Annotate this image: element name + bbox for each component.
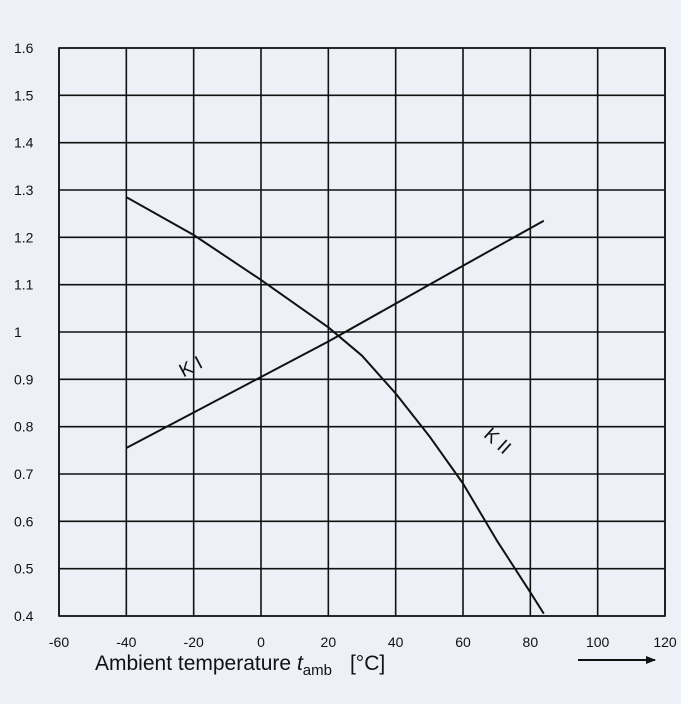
y-tick-label-7: 1.1 <box>14 277 34 293</box>
x-tick-label-8: 100 <box>586 634 610 650</box>
x-tick-label-1: -40 <box>116 634 136 650</box>
y-tick-labels: 0.4 0.5 0.6 0.7 0.8 0.9 1 1.1 1.2 1.3 1.4 1.5 1.6 <box>14 40 34 624</box>
y-tick-label-4: 0.8 <box>14 419 34 435</box>
y-tick-label-1: 0.5 <box>14 561 34 577</box>
y-tick-label-12: 1.6 <box>14 40 34 56</box>
y-tick-label-3: 0.7 <box>14 466 34 482</box>
x-tick-label-3: 0 <box>257 634 265 650</box>
x-tick-labels: -60 -40 -20 0 20 40 60 80 100 120 <box>49 634 677 650</box>
series-label-k1: K I <box>176 353 206 382</box>
series-label-k2: K II <box>479 424 514 459</box>
x-tick-label-7: 80 <box>523 634 539 650</box>
x-tick-label-6: 60 <box>455 634 471 650</box>
series-line-k1 <box>125 219 545 449</box>
y-tick-label-0: 0.4 <box>14 608 34 624</box>
x-axis-label-main: Ambient temperature <box>95 652 297 675</box>
series-lines <box>125 196 545 615</box>
x-tick-label-5: 40 <box>388 634 404 650</box>
x-tick-label-2: -20 <box>184 634 204 650</box>
x-tick-label-4: 20 <box>321 634 337 650</box>
y-tick-label-5: 0.9 <box>14 371 34 387</box>
x-axis-label: Ambient temperature tamb [°C] <box>95 652 385 679</box>
y-tick-label-8: 1.2 <box>14 229 34 245</box>
x-axis-label-var: t <box>297 652 304 675</box>
y-tick-label-11: 1.5 <box>14 87 34 103</box>
series-line-k2 <box>125 196 545 615</box>
y-tick-label-9: 1.3 <box>14 182 34 198</box>
x-tick-label-9: 120 <box>653 634 677 650</box>
y-tick-label-6: 1 <box>14 324 22 340</box>
y-tick-label-10: 1.4 <box>14 135 34 151</box>
x-axis-label-unit: [°C] <box>350 652 385 675</box>
x-axis-label-sub: amb <box>303 662 332 679</box>
x-tick-label-0: -60 <box>49 634 69 650</box>
grid <box>58 47 666 617</box>
y-tick-label-2: 0.6 <box>14 513 34 529</box>
